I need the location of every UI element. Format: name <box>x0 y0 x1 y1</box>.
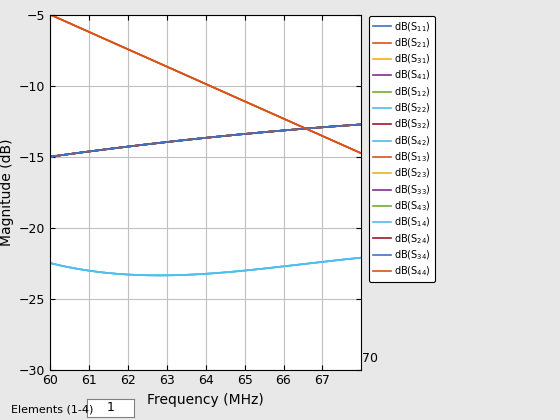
Text: 1: 1 <box>106 402 115 414</box>
Text: 70: 70 <box>362 352 379 365</box>
Legend: dB(S$_{11}$), dB(S$_{21}$), dB(S$_{31}$), dB(S$_{41}$), dB(S$_{12}$), dB(S$_{22}: dB(S$_{11}$), dB(S$_{21}$), dB(S$_{31}$)… <box>369 16 435 282</box>
Text: Elements (1-4): Elements (1-4) <box>11 404 94 415</box>
X-axis label: Frequency (MHz): Frequency (MHz) <box>147 393 264 407</box>
Y-axis label: Magnitude (dB): Magnitude (dB) <box>0 139 13 246</box>
